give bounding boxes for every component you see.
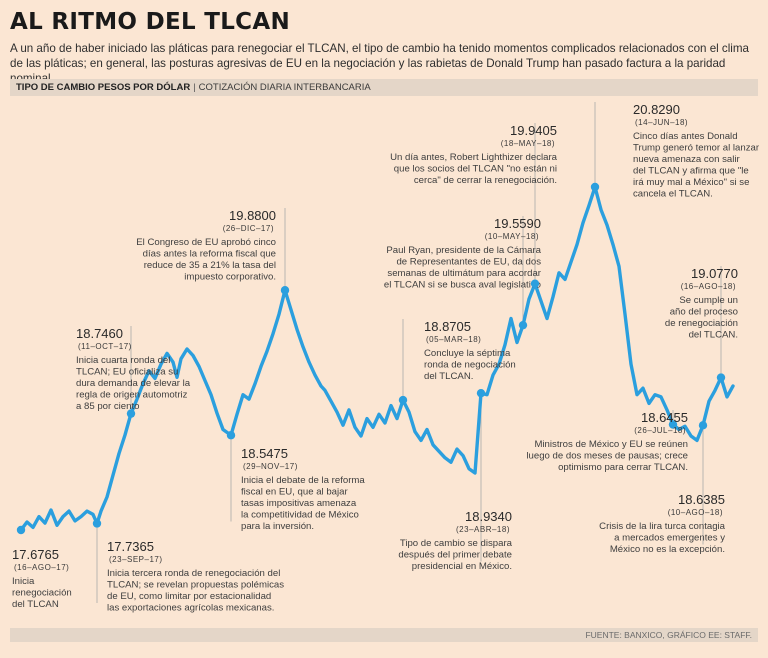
data-point-marker [226,431,236,440]
annotation-text: Inicia cuarta ronda del [76,355,170,366]
annotation-text: después del primer debate [398,550,512,561]
annotation-date: (23–ABR–18) [456,525,510,534]
annotation-text: Trump generó temor al lanzar [633,143,760,154]
annotation-text: fiscal en EU, que al bajar [241,487,348,498]
annotation-value: 17.7365 [107,539,154,554]
annotation-text: Se cumple un [679,295,738,306]
chart-subtitle-bar: TIPO DE CAMBIO PESOS POR DÓLAR | COTIZACIÓ… [10,79,758,96]
annotation-text: Tipo de cambio se dispara [400,538,513,549]
annotation-text: de EU, como limitar por estacionalidad [107,591,271,602]
annotation-text: Crisis de la lira turca contagia [599,521,726,532]
chart-subtitle-rest: COTIZACIÓN DIARIA INTERBANCARIA [198,82,371,93]
annotation-value: 18.5475 [241,446,288,461]
annotation-value: 18.8705 [424,319,471,334]
annotation-date: (11–OCT–17) [78,342,132,351]
annotation-value: 19.9405 [510,123,557,138]
data-point-marker [716,373,726,382]
annotation-date: (26–JUL–18) [634,426,686,435]
annotation-value: 17.6765 [12,547,59,562]
annotation-text: semanas de ultimátum para acordar [387,268,541,279]
annotation-text: Cinco días antes Donald [633,131,738,142]
annotation-text: a 85 por ciento [76,401,139,412]
annotation-text: la competitividad de México [241,510,359,521]
annotation-date: (29–NOV–17) [243,462,298,471]
page-title: AL RITMO DEL TLCAN [10,9,291,35]
annotation-text: que los socios del TLCAN "no están ni [394,164,557,175]
annotation-value: 19.8800 [229,208,276,223]
data-point-marker [590,182,600,192]
annotation-text: El Congreso de EU aprobó cinco [136,237,276,248]
annotation-text: para la inversión. [241,521,314,532]
annotation-text: Paul Ryan, presidente de la Cámara [386,245,541,256]
annotation-value: 20.8290 [633,102,680,117]
annotation-text: presidencial en México. [412,561,512,572]
annotation-text: del TLCAN. [424,371,473,382]
annotation-text: Ministros de México y EU se reúnen [534,439,688,450]
chart-subtitle-separator: | [193,82,196,93]
annotation-value: 19.5590 [494,216,541,231]
data-point-marker [476,388,486,398]
annotation-date: (14–JUN–18) [635,118,688,127]
annotation-text: reduce de 35 a 21% la tasa del [144,260,276,271]
data-point-marker [518,320,528,330]
annotation-text: Concluye la séptima [424,348,511,359]
source-bar: FUENTE: BANXICO, GRÁFICO EE: STAFF. [10,628,758,642]
annotation-text: renegociación [12,588,72,599]
annotation-date: (16–AGO–17) [14,563,69,572]
annotation-text: México no es la excepción. [610,544,725,555]
annotation-date: (10–MAY–18) [485,232,539,241]
annotation-text: ronda de negociación [424,360,516,371]
annotation-date: (23–SEP–17) [109,555,163,564]
data-point-marker [398,395,408,405]
annotation-text: de Representantes de EU, da dos [396,257,541,268]
intro-paragraph: A un año de haber iniciado las pláticas … [10,42,749,85]
annotation-date: (05–MAR–18) [426,335,481,344]
annotation-text: el TLCAN si se busca aval legislativo [384,280,541,291]
annotation-text: Inicia tercera ronda de renegociación de… [107,568,280,579]
annotation-text: de renegociación [665,318,738,329]
annotation-text: cerca" de cerrar la renegociación. [414,175,557,186]
chart-subtitle-bold: TIPO DE CAMBIO PESOS POR DÓLAR [16,82,191,93]
source-text: FUENTE: BANXICO, GRÁFICO EE: STAFF. [585,630,752,640]
annotation-text: del TLCAN y afirma que "le [633,166,749,177]
annotation-text: Un día antes, Robert Lighthizer declara [390,152,558,163]
data-point-marker [126,409,136,418]
annotation-value: 18.6385 [678,492,725,507]
annotation-text: del TLCAN [12,599,59,610]
annotation-text: Inicia el debate de la reforma [241,475,365,486]
data-point-marker [698,421,708,430]
annotation-text: optimismo para cerrar TLCAN. [558,462,688,473]
annotation-text: dura demanda de elevar la [76,378,191,389]
annotation-text: TLCAN; EU oficializa su [76,367,178,378]
annotation-text: nueva amenaza con salir [633,154,740,165]
annotation-text: del TLCAN. [689,330,738,341]
data-point-marker [668,420,678,429]
data-point-marker [16,525,26,535]
annotation-text: irá muy mal a México" si se [633,177,749,188]
annotation-text: días antes la reforma fiscal que [143,249,276,260]
annotation-value: 18.9340 [465,509,512,524]
annotation-value: 18.6455 [641,410,688,425]
data-point-marker [280,286,290,295]
annotation-text: Inicia [12,576,35,587]
annotation-date: (16–AGO–18) [681,282,736,291]
annotation-value: 18.7460 [76,326,123,341]
annotation-date: (10–AGO–18) [668,508,723,517]
annotation-text: impuesto corporativo. [184,272,276,283]
data-point-marker [92,519,102,528]
annotation-text: luego de dos meses de pausas; crece [526,451,688,462]
annotation-text: las exportaciones agrícolas mexicanas. [107,603,274,614]
exchange-rate-line [19,185,735,532]
annotation-value: 19.0770 [691,266,738,281]
annotation-text: a mercados emergentes y [614,533,725,544]
annotation-text: regla de origen automotriz [76,390,188,401]
annotation-text: año del proceso [670,307,738,318]
annotation-text: tasas impositivas amenaza [241,498,357,509]
annotation-date: (18–MAY–18) [501,139,555,148]
annotation-text: TLCAN; se revelan propuestas polémicas [107,580,284,591]
data-point-marker [530,279,540,288]
annotation-date: (26–DIC–17) [223,224,274,233]
annotation-text: cancela el TLCAN. [633,189,713,200]
